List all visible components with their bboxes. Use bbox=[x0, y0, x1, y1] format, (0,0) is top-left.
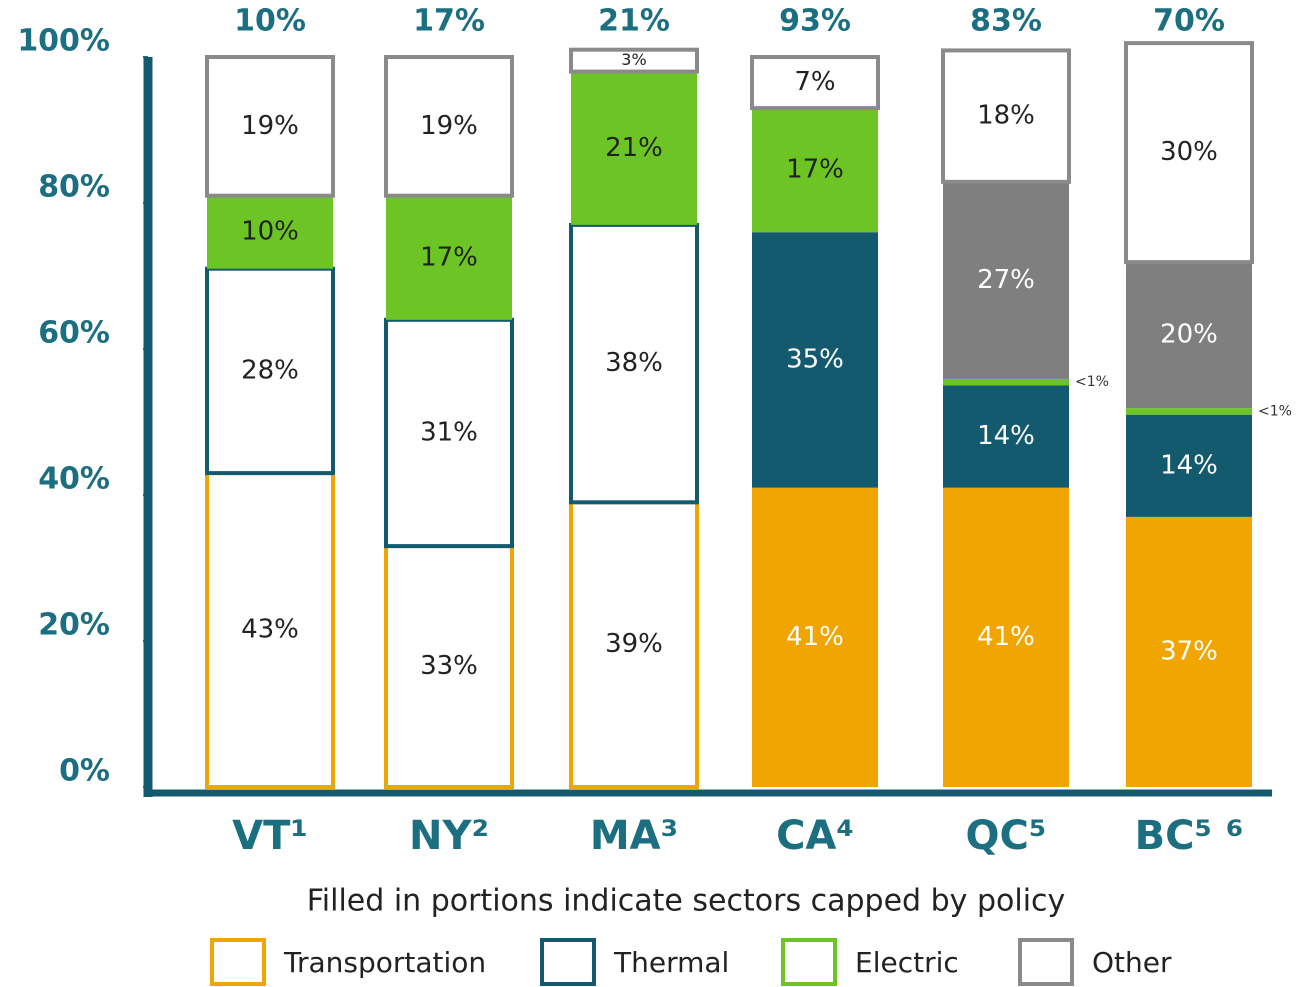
bar-segment bbox=[386, 195, 512, 320]
bar-segment bbox=[569, 500, 699, 789]
bar-segment bbox=[750, 55, 880, 111]
value-label: 35% bbox=[786, 344, 844, 374]
value-label: 10% bbox=[241, 217, 299, 247]
bar-segment bbox=[1126, 414, 1252, 517]
bar-segment bbox=[207, 195, 333, 269]
bar-segment bbox=[569, 47, 699, 74]
legend-swatch bbox=[781, 938, 837, 986]
legend-label: Other bbox=[1092, 946, 1172, 979]
x-tick-label: QC⁵ bbox=[966, 813, 1047, 859]
note: Filled in portions indicate sectors capp… bbox=[307, 884, 1066, 919]
y-tick-label: 80% bbox=[38, 170, 110, 205]
value-label: 33% bbox=[420, 651, 478, 681]
y-tick-label: 20% bbox=[38, 608, 110, 643]
value-label: <1% bbox=[1258, 403, 1292, 419]
value-label: 38% bbox=[605, 348, 663, 378]
value-label: 39% bbox=[605, 629, 663, 659]
bar-segment bbox=[943, 378, 1069, 386]
legend-swatch bbox=[1018, 938, 1074, 986]
bar-segment bbox=[205, 266, 335, 476]
bar-segment bbox=[384, 55, 514, 198]
bar-segment bbox=[384, 317, 514, 549]
value-label: 28% bbox=[241, 355, 299, 385]
bar-segment bbox=[205, 55, 335, 198]
value-label: 41% bbox=[977, 622, 1035, 652]
value-label: 43% bbox=[241, 615, 299, 645]
value-label: 14% bbox=[977, 421, 1035, 451]
bar-segment bbox=[384, 544, 514, 789]
x-tick-label: BC⁵ ⁶ bbox=[1135, 813, 1244, 859]
value-label: 21% bbox=[605, 133, 663, 163]
capped-total: 10% bbox=[234, 4, 306, 39]
value-label: 37% bbox=[1160, 636, 1218, 666]
bar-segment bbox=[205, 471, 335, 789]
value-label: 18% bbox=[977, 101, 1035, 131]
bar-segment bbox=[943, 385, 1069, 488]
value-label: <1% bbox=[1075, 374, 1109, 390]
y-tick-label: 100% bbox=[17, 24, 110, 59]
capped-total: 17% bbox=[413, 4, 485, 39]
value-label: 41% bbox=[786, 622, 844, 652]
capped-total: 93% bbox=[779, 4, 851, 39]
bar-segment bbox=[569, 222, 699, 505]
x-tick-label: VT¹ bbox=[232, 813, 308, 859]
value-label: 31% bbox=[420, 417, 478, 447]
x-tick-label: NY² bbox=[409, 813, 489, 859]
x-tick-label: CA⁴ bbox=[776, 813, 854, 859]
legend-label: Transportation bbox=[283, 946, 486, 979]
value-label: 3% bbox=[621, 50, 646, 69]
value-label: 19% bbox=[420, 111, 478, 141]
y-tick-label: 60% bbox=[38, 316, 110, 351]
y-tick-label: 40% bbox=[38, 462, 110, 497]
value-label: 19% bbox=[241, 111, 299, 141]
legend-swatch bbox=[210, 938, 266, 986]
legend-swatch bbox=[540, 938, 596, 986]
bar-segment bbox=[571, 71, 697, 225]
bar-segment bbox=[941, 48, 1071, 184]
value-label: 30% bbox=[1160, 137, 1218, 167]
bar-segment bbox=[1126, 262, 1252, 409]
legend-label: Electric bbox=[855, 946, 959, 979]
capped-total: 83% bbox=[970, 4, 1042, 39]
value-label: 27% bbox=[977, 265, 1035, 295]
value-label: 7% bbox=[794, 67, 835, 97]
value-label: 20% bbox=[1160, 320, 1218, 350]
bar-segment bbox=[1126, 516, 1252, 787]
bar-segment bbox=[752, 108, 878, 233]
bar-segment bbox=[752, 487, 878, 787]
bar-segment bbox=[1124, 41, 1254, 265]
x-tick-label: MA³ bbox=[590, 813, 678, 859]
bar-segment bbox=[943, 181, 1069, 379]
value-label: 14% bbox=[1160, 450, 1218, 480]
bar-segment bbox=[943, 487, 1069, 787]
capped-total: 70% bbox=[1153, 4, 1225, 39]
bar-segment bbox=[752, 232, 878, 488]
value-label: 17% bbox=[786, 155, 844, 185]
value-label: 17% bbox=[420, 242, 478, 272]
legend-label: Thermal bbox=[613, 946, 729, 979]
bar-segment bbox=[1126, 408, 1252, 415]
y-tick-label: 0% bbox=[59, 754, 110, 789]
capped-total: 21% bbox=[598, 4, 670, 39]
